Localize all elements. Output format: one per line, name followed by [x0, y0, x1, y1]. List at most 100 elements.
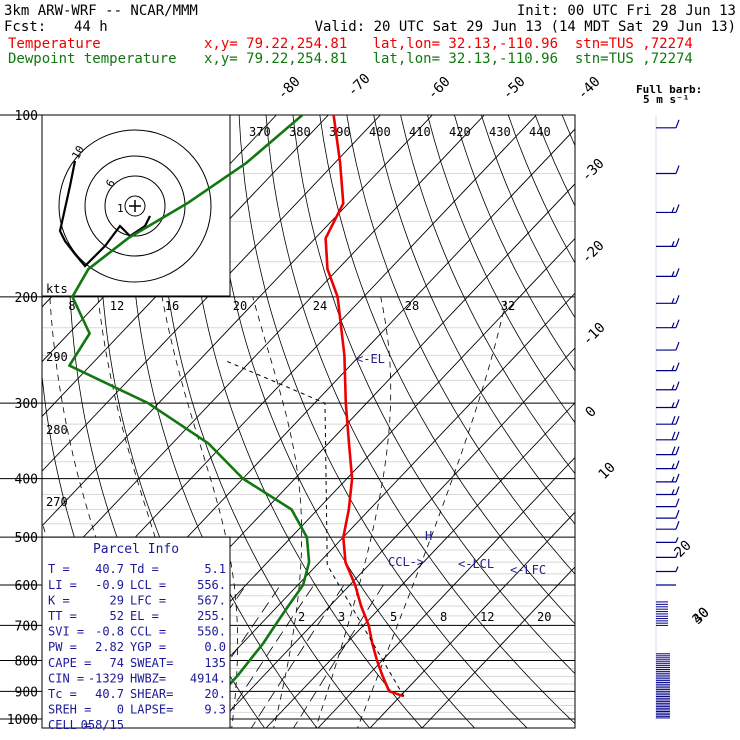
- pressure-label-900: 900: [15, 685, 38, 700]
- dry-adiabat-420: [454, 115, 575, 372]
- profile-lines: <-EL CCL-> <-LCL <-LFC H: [68, 114, 546, 698]
- isotherm-40: [369, 511, 575, 728]
- pressure-label-1000: 1000: [7, 713, 38, 728]
- parcel-value: 567.: [197, 593, 226, 607]
- hodograph-ring-label: 8: [68, 299, 75, 313]
- isotherm-label: -10: [580, 320, 609, 349]
- pressure-label-300: 300: [15, 397, 38, 412]
- hodograph-unit: kts: [46, 282, 68, 296]
- dry-adiabat-330: [211, 115, 476, 728]
- isotherm-label: -70: [345, 71, 374, 100]
- hodograph-ring-label: 12: [110, 299, 124, 313]
- forecast-label: Fcst:: [4, 19, 47, 35]
- annotation-label: <-LFC: [510, 563, 546, 577]
- parcel-key: HWBZ=: [130, 671, 166, 685]
- theta-label: 380: [289, 125, 311, 139]
- pressure-label-600: 600: [15, 579, 38, 594]
- wind-barb: [656, 238, 680, 247]
- parcel-key: LFC =: [130, 593, 166, 607]
- parcel-key: SWEAT=: [130, 656, 173, 670]
- dry-adiabat-350: [265, 115, 575, 725]
- wind-barb: [656, 552, 679, 558]
- isotherm-label: 0: [583, 404, 600, 421]
- annotation-label: CCL->: [388, 555, 424, 569]
- parcel-value: 9.3: [204, 703, 226, 717]
- parcel-key: SREH =: [48, 703, 91, 717]
- theta-label: 390: [329, 125, 351, 139]
- wind-barb: [656, 399, 680, 409]
- wind-barb: [656, 119, 680, 129]
- parcel-key: Td =: [130, 562, 159, 576]
- theta-label: 420: [449, 125, 471, 139]
- series-line-temperature: [324, 114, 405, 698]
- hodograph-ring-label: 28: [405, 299, 419, 313]
- isotherm-0: [161, 292, 575, 728]
- isotherm-20: [265, 402, 575, 728]
- hodograph-ring-label: 24: [313, 299, 327, 313]
- wind-barb: [656, 473, 680, 483]
- wind-barb: [656, 460, 680, 470]
- wind-barb: [656, 446, 680, 456]
- isotherm-50: [421, 566, 575, 728]
- barb-unit: 5 m s⁻¹: [643, 93, 689, 106]
- legend-dewpoint-name: Dewpoint temperature: [8, 51, 177, 67]
- dry-adiabat-410: [427, 115, 575, 424]
- parcel-key: CAPE =: [48, 656, 91, 670]
- barb-title: Full barb:: [636, 83, 702, 96]
- moist-adiabat: [252, 296, 303, 728]
- annotation-h: H: [425, 529, 432, 543]
- mixing-ratio-label: 12: [480, 610, 494, 624]
- dry-adiabat-460: [561, 115, 575, 147]
- parcel-value: 4914.: [190, 671, 226, 685]
- wind-barb: [656, 165, 680, 175]
- legend-dewpoint-info: x,y= 79.22,254.81 lat,lon= 32.13,-110.96…: [204, 51, 693, 67]
- parcel-key: T =: [48, 562, 70, 576]
- parcel-value: 550.: [197, 625, 226, 639]
- theta-left-label: 280: [46, 423, 68, 437]
- parcel-key: SHEAR=: [130, 687, 173, 701]
- parcel-value: 135: [204, 656, 226, 670]
- isotherm-label: 40: [690, 605, 713, 628]
- pressure-label-200: 200: [15, 291, 38, 306]
- parcel-key: CIN =: [48, 671, 84, 685]
- parcel-value: 20.: [204, 687, 226, 701]
- pressure-label-500: 500: [15, 531, 38, 546]
- wind-barbs: Full barb:5 m s⁻¹: [636, 83, 702, 719]
- wind-barb: [656, 362, 680, 372]
- parcel-value: 40.7: [95, 687, 124, 701]
- parcel-value: 058/15: [81, 718, 124, 732]
- parcel-key: CELL =: [48, 718, 91, 732]
- wind-barb: [656, 537, 679, 543]
- parcel-value: 2.82: [95, 640, 124, 654]
- wind-barb: [656, 268, 680, 277]
- parcel-info-box: Parcel Info T = 40.7 Td = 5.1 LI = -0.9 LCL = 55…: [41, 536, 231, 732]
- isotherm-label: -30: [579, 156, 608, 185]
- theta-label: 430: [489, 125, 511, 139]
- hodograph-ring-label: 16: [165, 299, 179, 313]
- parcel-key: EL =: [130, 609, 159, 623]
- parcel-key: LAPSE=: [130, 703, 173, 717]
- theta-label: 410: [409, 125, 431, 139]
- parcel-value: 5.1: [204, 562, 226, 576]
- parcel-path: [224, 360, 405, 697]
- dry-adiabat-360: [292, 115, 575, 675]
- parcel-key: LCL =: [130, 578, 166, 592]
- init-time: Init: 00 UTC Fri 28 Jun 13: [516, 3, 736, 19]
- theta-left-label: 270: [46, 495, 68, 509]
- mixing-ratio-label: 8: [440, 610, 447, 624]
- isotherm-label: -50: [500, 74, 529, 103]
- wind-barb: [656, 566, 679, 573]
- wind-barb: [656, 431, 680, 441]
- isotherm--50: [42, 115, 485, 582]
- wind-barb: [656, 486, 680, 496]
- valid-time: Valid: 20 UTC Sat 29 Jun 13 (14 MDT Sat …: [314, 19, 736, 35]
- wind-barb: [656, 341, 680, 351]
- mixing-ratio-label: 2: [298, 610, 305, 624]
- wind-barb: [656, 498, 680, 508]
- parcel-value: 40.7: [95, 562, 124, 576]
- wind-barb: [656, 415, 680, 425]
- mixing-ratio-label: 20: [537, 610, 551, 624]
- parcel-value: 0.0: [204, 640, 226, 654]
